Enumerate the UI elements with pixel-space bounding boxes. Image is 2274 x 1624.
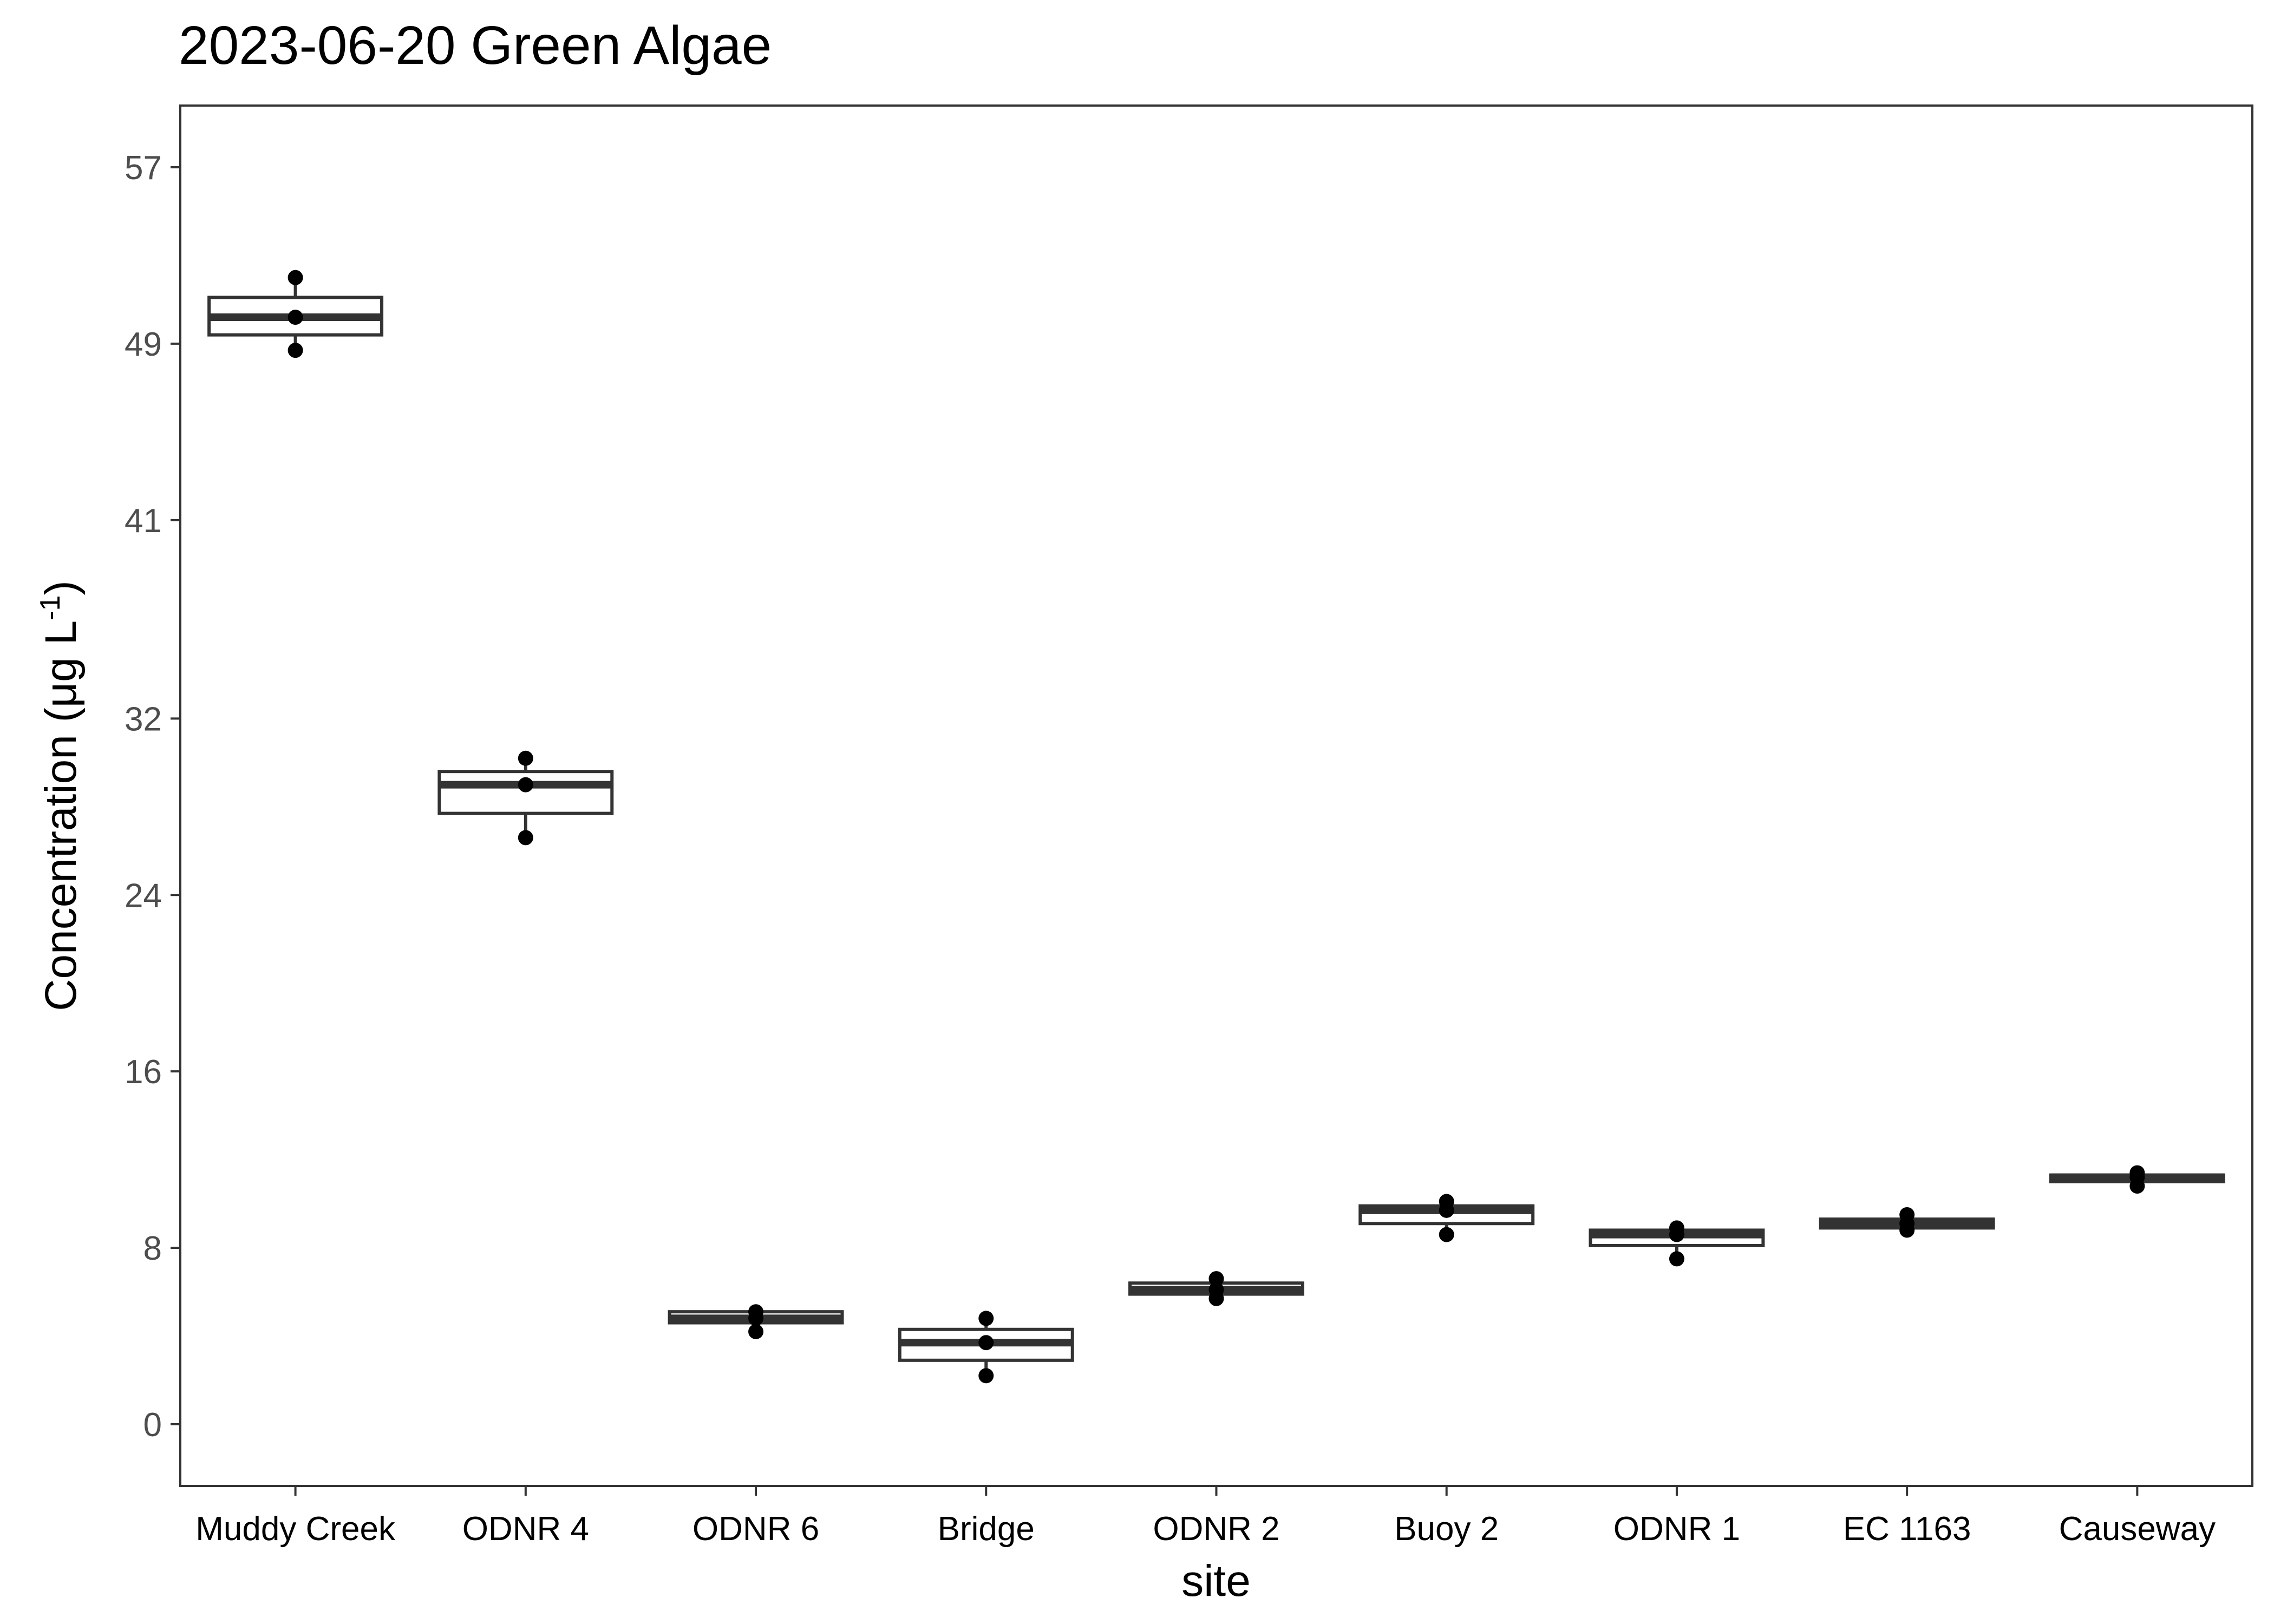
y-tick-label: 0: [143, 1406, 162, 1444]
data-point: [748, 1324, 764, 1339]
y-tick-label: 32: [125, 700, 162, 738]
x-axis: Muddy Creek ODNR 4 ODNR 6 Bridge ODNR 2 Buoy …: [195, 1486, 2216, 1548]
data-point: [1669, 1251, 1684, 1267]
y-tick-label: 8: [143, 1230, 162, 1267]
y-axis-title-superscript: -1: [35, 595, 66, 620]
x-tick-label: ODNR 1: [1613, 1510, 1740, 1548]
data-point: [978, 1368, 994, 1384]
y-tick-label: 57: [125, 149, 162, 187]
data-point: [287, 270, 303, 285]
x-tick-label: Bridge: [938, 1510, 1035, 1548]
data-point: [748, 1304, 764, 1320]
x-tick-label: Muddy Creek: [195, 1510, 396, 1548]
y-tick-label: 41: [125, 502, 162, 540]
x-tick-label: Buoy 2: [1394, 1510, 1499, 1548]
data-point: [1899, 1207, 1915, 1222]
x-tick-label: ODNR 2: [1153, 1510, 1279, 1548]
y-tick-label: 24: [125, 877, 162, 914]
y-tick-label: 16: [125, 1053, 162, 1091]
data-point: [1439, 1194, 1454, 1209]
data-point: [2129, 1165, 2145, 1181]
y-axis-title: Concentration (μg L-1): [35, 580, 86, 1011]
data-point: [1439, 1227, 1454, 1242]
y-axis: 0 8 16 24 32 41 49 57: [125, 149, 180, 1444]
chart-title: 2023-06-20 Green Algae: [179, 15, 772, 76]
x-tick-label: EC 1163: [1843, 1510, 1971, 1548]
data-points: [287, 270, 2145, 1384]
x-axis-title: site: [1181, 1556, 1251, 1606]
data-point: [518, 750, 533, 766]
y-axis-title-main: Concentration (μg L: [36, 620, 86, 1011]
data-point: [287, 310, 303, 325]
data-point: [1208, 1271, 1224, 1287]
x-tick-label: ODNR 4: [462, 1510, 589, 1548]
x-tick-label: ODNR 6: [692, 1510, 819, 1548]
data-point: [1208, 1282, 1224, 1298]
boxplot: [437, 758, 614, 838]
y-axis-title-suffix: ): [36, 580, 86, 595]
data-point: [978, 1311, 994, 1326]
x-tick-label: Causeway: [2059, 1510, 2216, 1548]
y-tick-label: 49: [125, 326, 162, 363]
data-point: [1669, 1220, 1684, 1236]
data-point: [287, 343, 303, 358]
data-point: [978, 1335, 994, 1351]
data-point: [518, 777, 533, 793]
boxplots: [207, 277, 2225, 1376]
data-point: [518, 830, 533, 846]
